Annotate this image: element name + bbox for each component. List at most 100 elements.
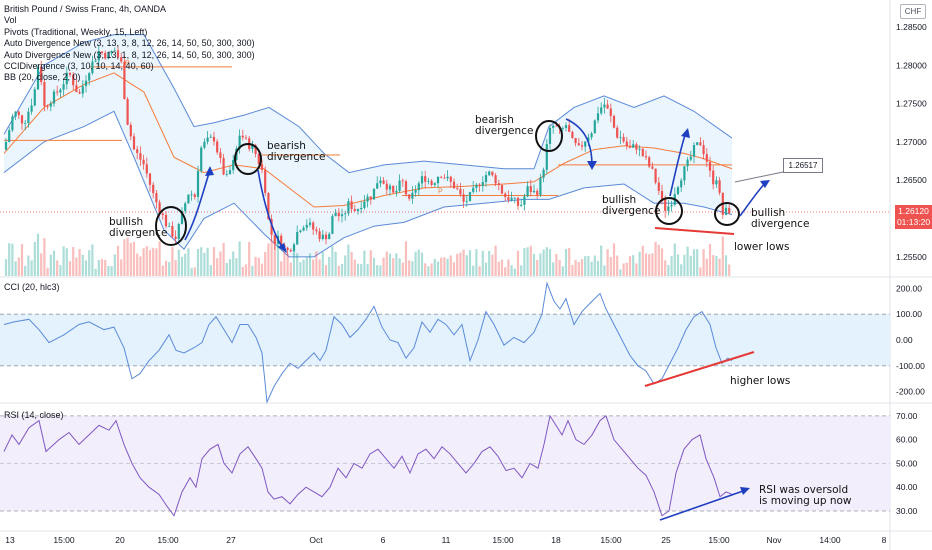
candle-body — [625, 141, 628, 147]
volume-bar — [14, 261, 17, 276]
rsi-pane[interactable] — [0, 414, 890, 517]
arrow-down-2[interactable] — [565, 118, 593, 167]
volume-bar — [347, 244, 350, 276]
annotation-bullish-divergence-3[interactable]: bullish divergence — [751, 208, 809, 230]
arrow-down-1[interactable] — [257, 169, 285, 251]
volume-bar — [91, 244, 94, 276]
indicator-legend-item[interactable]: CCIDivergence (3, 10, 10, 14, 40, 60) — [4, 61, 154, 72]
volume-bar — [564, 248, 568, 276]
annotation-text: bearish — [475, 114, 514, 126]
candle-body — [161, 213, 164, 215]
time-tick-label: 6 — [381, 535, 386, 545]
arrow-up-1[interactable] — [184, 169, 211, 241]
volume-bar — [606, 249, 609, 276]
candle-body — [200, 147, 203, 171]
candle-body — [635, 144, 638, 150]
volume-bar — [190, 267, 193, 276]
arrow-drawings[interactable] — [184, 118, 767, 521]
annotation-bearish-divergence-2[interactable]: bearish divergence — [475, 115, 533, 137]
candle-body — [648, 157, 651, 167]
cci-pane[interactable] — [0, 281, 890, 404]
indicator-legend-item[interactable]: Vol — [4, 15, 17, 26]
volume-bar — [4, 259, 8, 276]
cci-tick-label: -100.00 — [896, 361, 925, 371]
price-tick-label: 1.27500 — [896, 99, 927, 109]
volume-bar — [718, 258, 721, 276]
candle-body — [11, 116, 14, 131]
higher-lows-trendline[interactable] — [644, 351, 755, 387]
volume-bar — [340, 263, 344, 276]
volume-bar — [616, 255, 619, 276]
candle-body — [177, 223, 180, 240]
candle-body — [209, 136, 212, 138]
volume-bar — [660, 248, 664, 276]
price-tick-label: 1.27000 — [896, 137, 927, 147]
volume-bar — [600, 245, 603, 276]
candle-body — [270, 219, 273, 235]
divergence-circle-1[interactable] — [155, 206, 187, 246]
volume-bar — [472, 265, 475, 276]
indicator-legend-item[interactable]: Pivots (Traditional, Weekly, 15, Left) — [4, 26, 148, 37]
candle-body — [516, 197, 520, 206]
candle-body — [603, 104, 606, 108]
volume-bar — [609, 257, 612, 276]
volume-bar — [497, 261, 500, 276]
candle-body — [475, 184, 478, 188]
candle-body — [158, 202, 161, 214]
annotation-bullish-divergence-2[interactable]: bullish divergence — [602, 195, 660, 217]
lower-lows-trendline[interactable] — [654, 227, 735, 235]
divergence-circle-2[interactable] — [234, 143, 262, 175]
divergence-circle-4[interactable] — [655, 197, 683, 225]
candle-body — [280, 235, 283, 246]
volume-bar — [622, 263, 625, 276]
annotation-text: bearish — [267, 140, 306, 152]
annotation-text: divergence — [751, 218, 810, 230]
volume-bar — [420, 252, 424, 276]
volume-bar — [571, 264, 574, 276]
annotation-lower-lows[interactable]: lower lows — [734, 241, 790, 253]
divergence-circle-3[interactable] — [535, 120, 563, 152]
candle-body — [94, 60, 97, 62]
annotation-rsi-oversold[interactable]: RSI was oversold is moving up now — [759, 485, 852, 507]
candle-body — [622, 136, 625, 142]
candle-body — [404, 181, 408, 195]
candle-body — [686, 159, 689, 167]
candle-body — [481, 182, 484, 187]
volume-bar — [212, 247, 216, 276]
volume-bar — [657, 244, 660, 276]
price-tick-label: 1.25500 — [896, 252, 927, 262]
drawings[interactable] — [155, 118, 784, 521]
divergence-circle-5[interactable] — [714, 202, 740, 226]
currency-badge[interactable]: CHF — [900, 4, 926, 19]
volume-bar — [27, 255, 30, 276]
candle-body — [369, 196, 372, 200]
candle-body — [299, 230, 302, 233]
indicator-legend-item[interactable]: BB (20, close, 2, 0) — [4, 72, 81, 83]
volume-bar — [142, 248, 145, 276]
indicator-legend-item[interactable]: Auto Divergence New (3, 13, 1, 8, 12, 26… — [4, 49, 255, 60]
volume-bar — [161, 265, 164, 276]
candle-body — [244, 137, 248, 139]
volume-bar — [392, 258, 395, 276]
price-callout[interactable]: 1.26517 — [783, 158, 823, 173]
rsi-pane-label: RSI (14, close) — [4, 410, 64, 420]
indicator-legend-item[interactable]: Auto Divergence New (3, 13, 3, 8, 12, 26… — [4, 38, 255, 49]
arrow-up-2[interactable] — [669, 131, 687, 197]
volume-bar — [267, 243, 270, 276]
candle-body — [500, 185, 504, 194]
volume-bar — [187, 248, 190, 276]
candle-body — [488, 171, 491, 176]
candle-body — [529, 186, 532, 193]
volume-bar — [289, 262, 292, 276]
price-pane[interactable]: PP — [0, 34, 890, 276]
annotation-bullish-divergence-1[interactable]: bullish divergence — [109, 217, 167, 239]
arrow-rsi[interactable] — [659, 489, 747, 521]
volume-bar — [548, 249, 552, 276]
symbol-title[interactable]: British Pound / Swiss Franc, 4h, OANDA — [4, 4, 167, 14]
volume-bar — [676, 254, 680, 276]
volume-bar — [337, 265, 340, 276]
annotation-bearish-divergence-1[interactable]: bearish divergence — [267, 141, 325, 163]
annotation-higher-lows[interactable]: higher lows — [730, 375, 791, 387]
candle-body — [718, 180, 721, 193]
